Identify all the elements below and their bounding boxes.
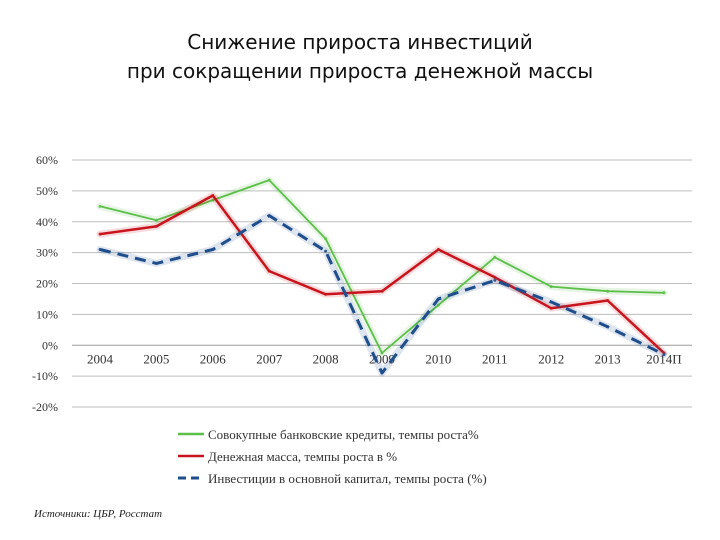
data-point [98, 204, 102, 208]
data-point [324, 237, 328, 241]
data-point [606, 325, 610, 329]
data-point [154, 218, 158, 222]
series-line-1 [99, 179, 665, 354]
x-tick-label: 2012 [538, 351, 564, 366]
x-tick-label: 2004 [87, 351, 114, 366]
x-tick-label: 2007 [256, 351, 283, 366]
y-tick-label: 60% [36, 153, 58, 167]
data-point [380, 371, 384, 375]
data-point [267, 269, 271, 273]
title-line-1: Снижение прироста инвестиций [187, 30, 533, 54]
series-line-2 [99, 194, 665, 354]
data-point [493, 255, 497, 259]
legend-label: Инвестиции в основной капитал, темпы рос… [208, 471, 487, 486]
series-lines [96, 176, 668, 377]
chart-title: Снижение прироста инвестиций при сокраще… [0, 28, 720, 86]
legend-label: Денежная масса, темпы роста в % [208, 449, 397, 464]
legend: Совокупные банковские кредиты, темпы рос… [178, 427, 487, 486]
data-point [606, 298, 610, 302]
data-point [549, 300, 553, 304]
data-point [606, 289, 610, 293]
series-glow-1 [96, 176, 668, 357]
x-tick-label: 2008 [313, 351, 339, 366]
title-line-2: при сокращении прироста денежной массы [126, 59, 594, 83]
data-point [211, 198, 215, 202]
x-tick-label: 2011 [482, 351, 508, 366]
line-chart: 60% 50% 40% 30% 20% 10% 0% -10% -20% 2004 2005 200… [32, 153, 692, 486]
x-tick-label: 2006 [200, 351, 227, 366]
y-tick-label: 0% [42, 338, 58, 352]
data-point [154, 224, 158, 228]
data-point [436, 297, 440, 301]
legend-label: Совокупные банковские кредиты, темпы рос… [208, 427, 479, 442]
x-tick-label: 2005 [143, 351, 169, 366]
data-point [549, 306, 553, 310]
data-point [380, 351, 384, 355]
data-point [98, 232, 102, 236]
data-point [493, 278, 497, 282]
y-tick-label: 30% [36, 246, 58, 260]
x-tick-label: 2014П [646, 351, 681, 366]
y-tick-labels: 60% 50% 40% 30% 20% 10% 0% -10% -20% [32, 153, 58, 414]
data-point [98, 248, 102, 252]
data-point [267, 214, 271, 218]
data-point [549, 285, 553, 289]
data-point [493, 275, 497, 279]
x-tick-label: 2010 [425, 351, 451, 366]
data-point [380, 289, 384, 293]
source-note: Источники: ЦБР, Росстат [34, 508, 163, 520]
y-tick-label: 10% [36, 307, 58, 321]
data-point [436, 303, 440, 307]
y-tick-label: 40% [36, 215, 58, 229]
grid-lines [72, 159, 692, 408]
data-point [324, 292, 328, 296]
y-tick-label: -10% [32, 369, 58, 383]
data-point [662, 291, 666, 295]
data-point [267, 178, 271, 182]
data-point [662, 353, 666, 357]
data-point [211, 194, 215, 198]
x-tick-label: 2013 [595, 351, 621, 366]
y-tick-label: -20% [32, 400, 58, 414]
data-point [436, 248, 440, 252]
y-tick-label: 20% [36, 277, 58, 291]
x-tick-labels: 2004 2005 2006 2007 2008 2009 2010 2011 2012 2013… [87, 351, 682, 366]
series-glow-2 [96, 192, 668, 357]
y-tick-label: 50% [36, 184, 58, 198]
data-point [154, 261, 158, 265]
data-point [211, 248, 215, 252]
data-point [324, 249, 328, 253]
